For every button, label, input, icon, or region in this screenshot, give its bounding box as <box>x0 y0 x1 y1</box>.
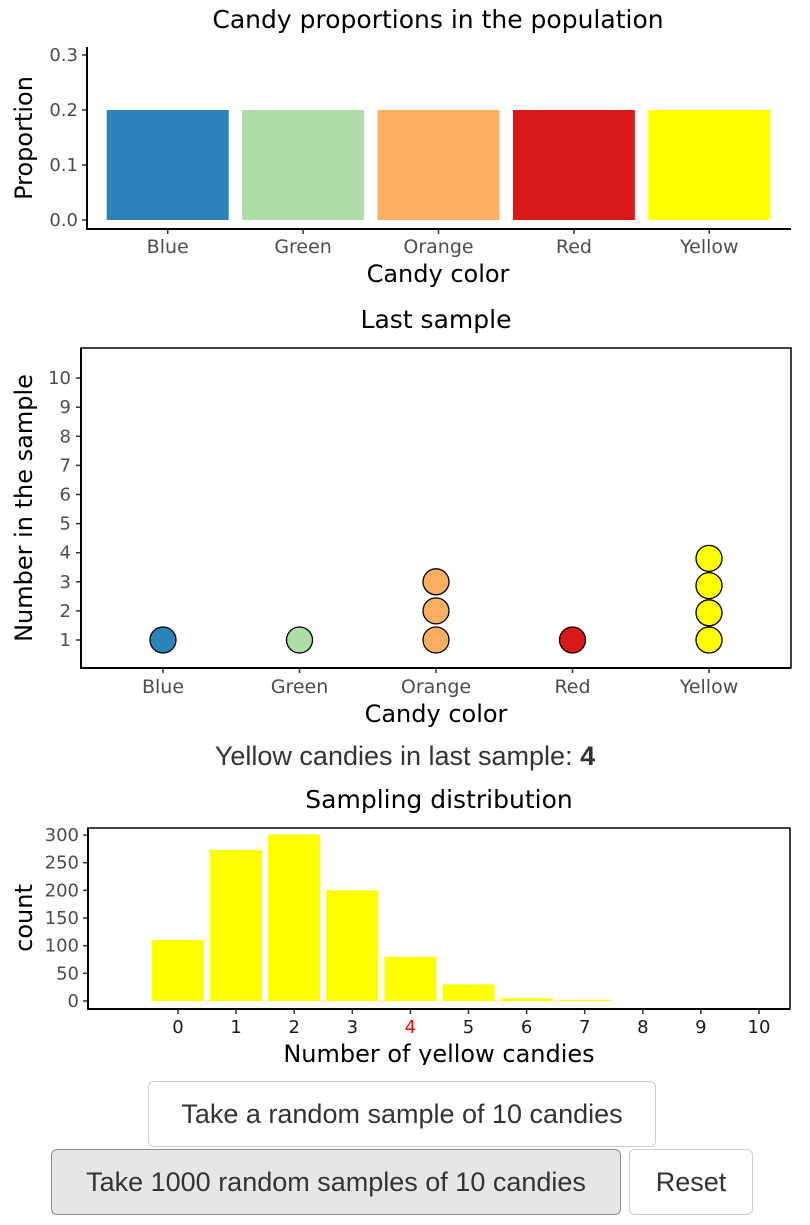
chart2-y-tick-label: 3 <box>60 572 71 593</box>
chart2-y-tick-label: 5 <box>60 514 71 535</box>
chart1-y-axis-label: Proportion <box>10 76 38 200</box>
chart3-bar-2 <box>268 834 321 1001</box>
chart3-bars <box>152 834 611 1001</box>
chart3-bar-1 <box>210 849 263 1001</box>
chart2-x-axis-label: Candy color <box>365 700 508 728</box>
chart3-x-tick-label: 6 <box>521 1017 532 1038</box>
chart2-y-tick-label: 9 <box>60 397 71 418</box>
chart3-x-tick-label: 0 <box>172 1017 183 1038</box>
take-many-samples-button[interactable]: Take 1000 random samples of 10 candies <box>51 1149 621 1215</box>
chart1-title: Candy proportions in the population <box>212 5 663 34</box>
chart2-x-tick-label: Green <box>271 676 329 698</box>
chart3-bar-3 <box>326 890 379 1001</box>
chart3-bar-0 <box>152 940 204 1001</box>
chart1-y-ticks: 0.0 0.1 0.2 0.3 <box>49 45 87 231</box>
chart3-x-tick-label: 4 <box>405 1017 416 1038</box>
chart2-y-tick-label: 2 <box>60 601 71 622</box>
yellow-count-value: 4 <box>580 741 596 771</box>
chart2-point-orange <box>422 626 450 654</box>
chart1-bar-red <box>512 110 635 220</box>
chart2-x-tick-label: Yellow <box>679 676 739 698</box>
chart1-bar-yellow <box>648 110 771 220</box>
chart2-y-tick-label: 6 <box>60 485 71 506</box>
chart2-point-yellow <box>695 544 723 573</box>
chart3-y-axis-label: count <box>10 884 38 952</box>
chart2-y-tick-label: 8 <box>60 426 71 447</box>
chart3-y-tick-label: 0 <box>68 991 79 1012</box>
chart2-y-tick-label: 4 <box>60 543 71 564</box>
chart3-bar-6 <box>500 998 553 1001</box>
chart3-y-tick-label: 200 <box>45 880 79 901</box>
chart3-title: Sampling distribution <box>305 785 572 814</box>
chart2-y-ticks: 1 2 3 4 5 6 7 8 9 10 <box>48 368 81 651</box>
chart1-x-tick-label: Orange <box>403 236 473 258</box>
chart1-bar-orange <box>377 110 500 220</box>
chart3-x-tick-label: 7 <box>579 1017 590 1038</box>
chart2-points <box>149 544 723 654</box>
chart1-x-tick-label: Red <box>556 236 592 258</box>
chart1-y-tick-label: 0.0 <box>49 210 78 231</box>
chart1-y-tick-label: 0.3 <box>49 45 78 66</box>
chart1-x-axis-label: Candy color <box>367 260 510 288</box>
chart3-y-tick-label: 150 <box>45 908 79 929</box>
chart3-x-tick-label: 10 <box>748 1017 771 1038</box>
chart3-y-ticks: 0 50 100 150 200 250 300 <box>45 825 88 1012</box>
chart3-y-tick-label: 250 <box>45 853 79 874</box>
chart3-x-tick-label: 9 <box>695 1017 706 1038</box>
chart2-point-orange <box>422 568 450 596</box>
population-proportions-chart: Candy proportions in the population 0.00… <box>10 5 791 288</box>
chart3-x-tick-label: 5 <box>463 1017 474 1038</box>
chart3-x-tick-label: 8 <box>637 1017 648 1038</box>
chart1-y-tick-label: 0.2 <box>49 100 78 121</box>
chart3-bar-4 <box>384 956 437 1001</box>
last-sample-chart: Last sample 1 2 3 4 5 6 7 8 9 10 Blue Green Orange R… <box>10 305 792 728</box>
chart1-bars <box>106 110 771 220</box>
yellow-count-readout: Yellow candies in last sample: 4 <box>0 741 810 772</box>
chart2-point-yellow <box>695 599 723 627</box>
reset-button[interactable]: Reset <box>629 1149 753 1215</box>
yellow-count-label: Yellow candies in last sample: <box>214 741 573 771</box>
chart1-bar-blue <box>106 110 229 220</box>
chart3-x-axis-label: Number of yellow candies <box>283 1040 594 1065</box>
chart3-x-tick-label: 1 <box>230 1017 241 1038</box>
chart2-point-green <box>285 626 314 654</box>
chart2-point-red <box>558 626 587 654</box>
chart2-x-tick-label: Red <box>554 676 590 698</box>
chart1-bar-green <box>242 110 365 220</box>
sampling-distribution-chart: Sampling distribution 050100150200250300… <box>10 785 791 1065</box>
chart2-x-ticks: Blue Green Orange Red Yellow <box>142 668 738 698</box>
chart1-y-tick-label: 0.1 <box>49 155 78 176</box>
chart1-x-tick-label: Green <box>274 236 332 258</box>
chart2-x-tick-label: Orange <box>401 676 471 698</box>
chart3-x-tick-label: 3 <box>347 1017 358 1038</box>
chart3-y-tick-label: 100 <box>45 936 79 957</box>
chart2-y-tick-label: 1 <box>60 630 71 651</box>
chart1-x-tick-label: Yellow <box>679 236 739 258</box>
chart2-point-yellow <box>695 626 723 654</box>
chart3-y-tick-label: 50 <box>56 963 79 984</box>
chart3-x-ticks: 0 1 2 3 4 5 6 7 8 9 10 <box>172 1009 770 1038</box>
take-single-sample-button[interactable]: Take a random sample of 10 candies <box>148 1081 656 1147</box>
chart3-bar-7 <box>558 999 611 1001</box>
chart2-x-tick-label: Blue <box>142 676 184 698</box>
chart3-bar-5 <box>442 984 495 1001</box>
chart2-y-tick-label: 7 <box>60 455 71 476</box>
chart3-y-tick-label: 300 <box>45 825 79 846</box>
chart1-x-ticks: Blue Green Orange Red Yellow <box>147 229 739 258</box>
chart1-x-tick-label: Blue <box>147 236 189 258</box>
chart2-point-blue <box>149 626 177 654</box>
chart2-point-yellow <box>695 571 723 600</box>
chart2-y-axis-label: Number in the sample <box>10 374 38 642</box>
chart2-title: Last sample <box>361 305 512 334</box>
chart3-x-tick-label: 2 <box>288 1017 299 1038</box>
chart2-y-tick-label: 10 <box>48 368 71 389</box>
chart2-point-orange <box>422 597 450 625</box>
